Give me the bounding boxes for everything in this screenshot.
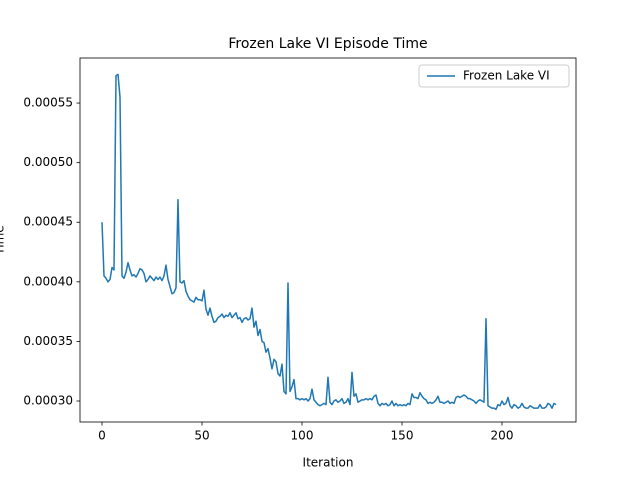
x-tick-label: 100 (291, 429, 314, 443)
x-tick-label: 200 (491, 429, 514, 443)
plot-frame (79, 57, 577, 423)
legend-label: Frozen Lake VI (463, 69, 550, 83)
y-tick-label: 0.00035 (23, 334, 73, 348)
x-tick-label: 0 (98, 429, 106, 443)
y-tick-label: 0.00045 (23, 215, 73, 229)
y-axis-label: Time (0, 225, 7, 255)
chart-title: Frozen Lake VI Episode Time (228, 36, 427, 52)
y-tick-label: 0.00030 (23, 394, 73, 408)
x-tick-label: 50 (194, 429, 209, 443)
series-line (101, 73, 557, 411)
y-tick-label: 0.00055 (23, 96, 73, 110)
y-tick-label: 0.00050 (23, 155, 73, 169)
y-tick-label: 0.00040 (23, 274, 73, 288)
x-tick-label: 150 (391, 429, 414, 443)
legend-box (418, 64, 570, 88)
x-axis-label: Iteration (303, 456, 354, 470)
